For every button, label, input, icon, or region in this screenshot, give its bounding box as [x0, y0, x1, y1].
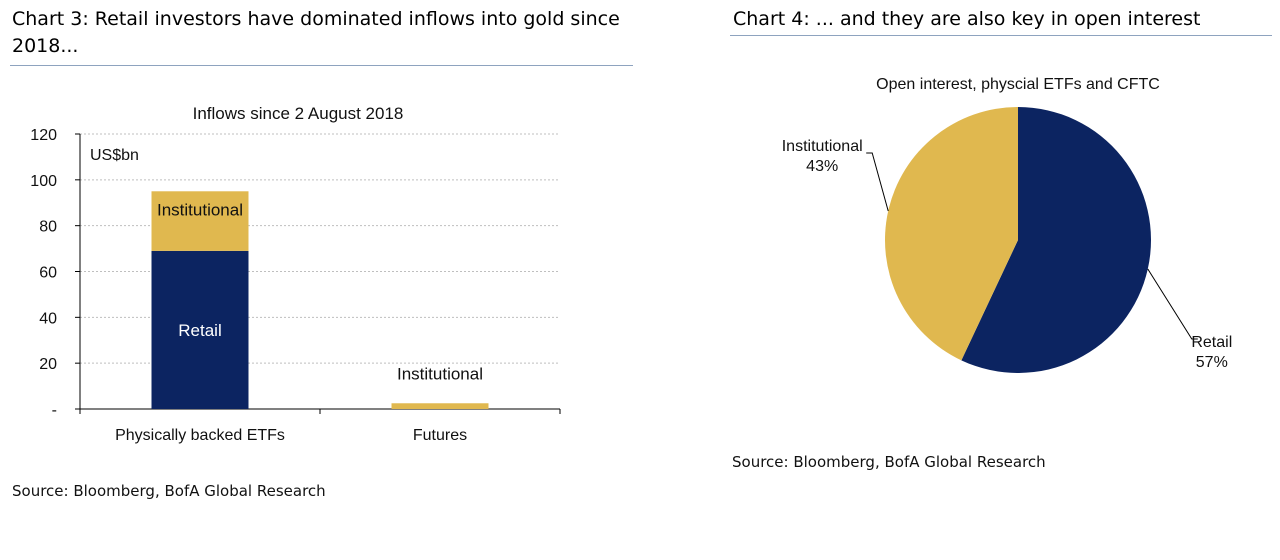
x-category-label: Physically backed ETFs — [115, 427, 285, 444]
bar-chart: Inflows since 2 August 2018 - 20 40 60 80 100 1… — [30, 104, 561, 444]
bar-segment-institutional — [151, 191, 249, 251]
chart-3-heading: Chart 3: Retail investors have dominated… — [12, 8, 620, 57]
pie-leader-line — [866, 152, 889, 212]
y-tick-label: 20 — [39, 356, 57, 373]
pie-slice-value: 57% — [1196, 354, 1228, 371]
bar-segment-label: Institutional — [397, 364, 483, 383]
chart-3-title: Inflows since 2 August 2018 — [193, 104, 404, 123]
y-tick-label: - — [52, 402, 57, 419]
bar-segment-retail — [151, 250, 249, 409]
pie-slice-value: 43% — [806, 158, 838, 175]
pie-slice-retail — [961, 107, 1151, 374]
chart-3-source: Source: Bloomberg, BofA Global Research — [12, 482, 326, 500]
bar-segment-label: Retail — [178, 321, 221, 340]
chart-4-heading-rule — [730, 35, 1272, 36]
chart-4-source: Source: Bloomberg, BofA Global Research — [732, 453, 1046, 471]
x-category-label: Futures — [413, 427, 467, 444]
chart-3-heading-rule — [10, 65, 633, 66]
y-tick-label: 60 — [39, 265, 57, 282]
pie-leader-line — [1147, 268, 1198, 340]
pie-slice-label: Retail — [1191, 334, 1232, 351]
chart-4-panel: Chart 4: ... and they are also key in op… — [720, 0, 1280, 520]
pie-slice-institutional — [885, 107, 1018, 361]
bar-segment-label: Institutional — [157, 200, 243, 219]
y-tick-label: 80 — [39, 219, 57, 236]
chart-3-panel: Chart 3: Retail investors have dominated… — [0, 0, 640, 520]
y-tick-label: 100 — [30, 173, 57, 190]
pie-slice-label: Institutional — [782, 138, 863, 155]
chart-4-heading: Chart 4: ... and they are also key in op… — [733, 8, 1201, 30]
bar-segment-institutional — [391, 403, 489, 409]
unit-label: US$bn — [90, 147, 139, 164]
y-tick-label: 40 — [39, 310, 57, 327]
pie-chart: Open interest, physcial ETFs and CFTC Ret… — [782, 76, 1232, 374]
y-tick-label: 120 — [30, 127, 57, 144]
chart-4-title: Open interest, physcial ETFs and CFTC — [876, 76, 1160, 93]
